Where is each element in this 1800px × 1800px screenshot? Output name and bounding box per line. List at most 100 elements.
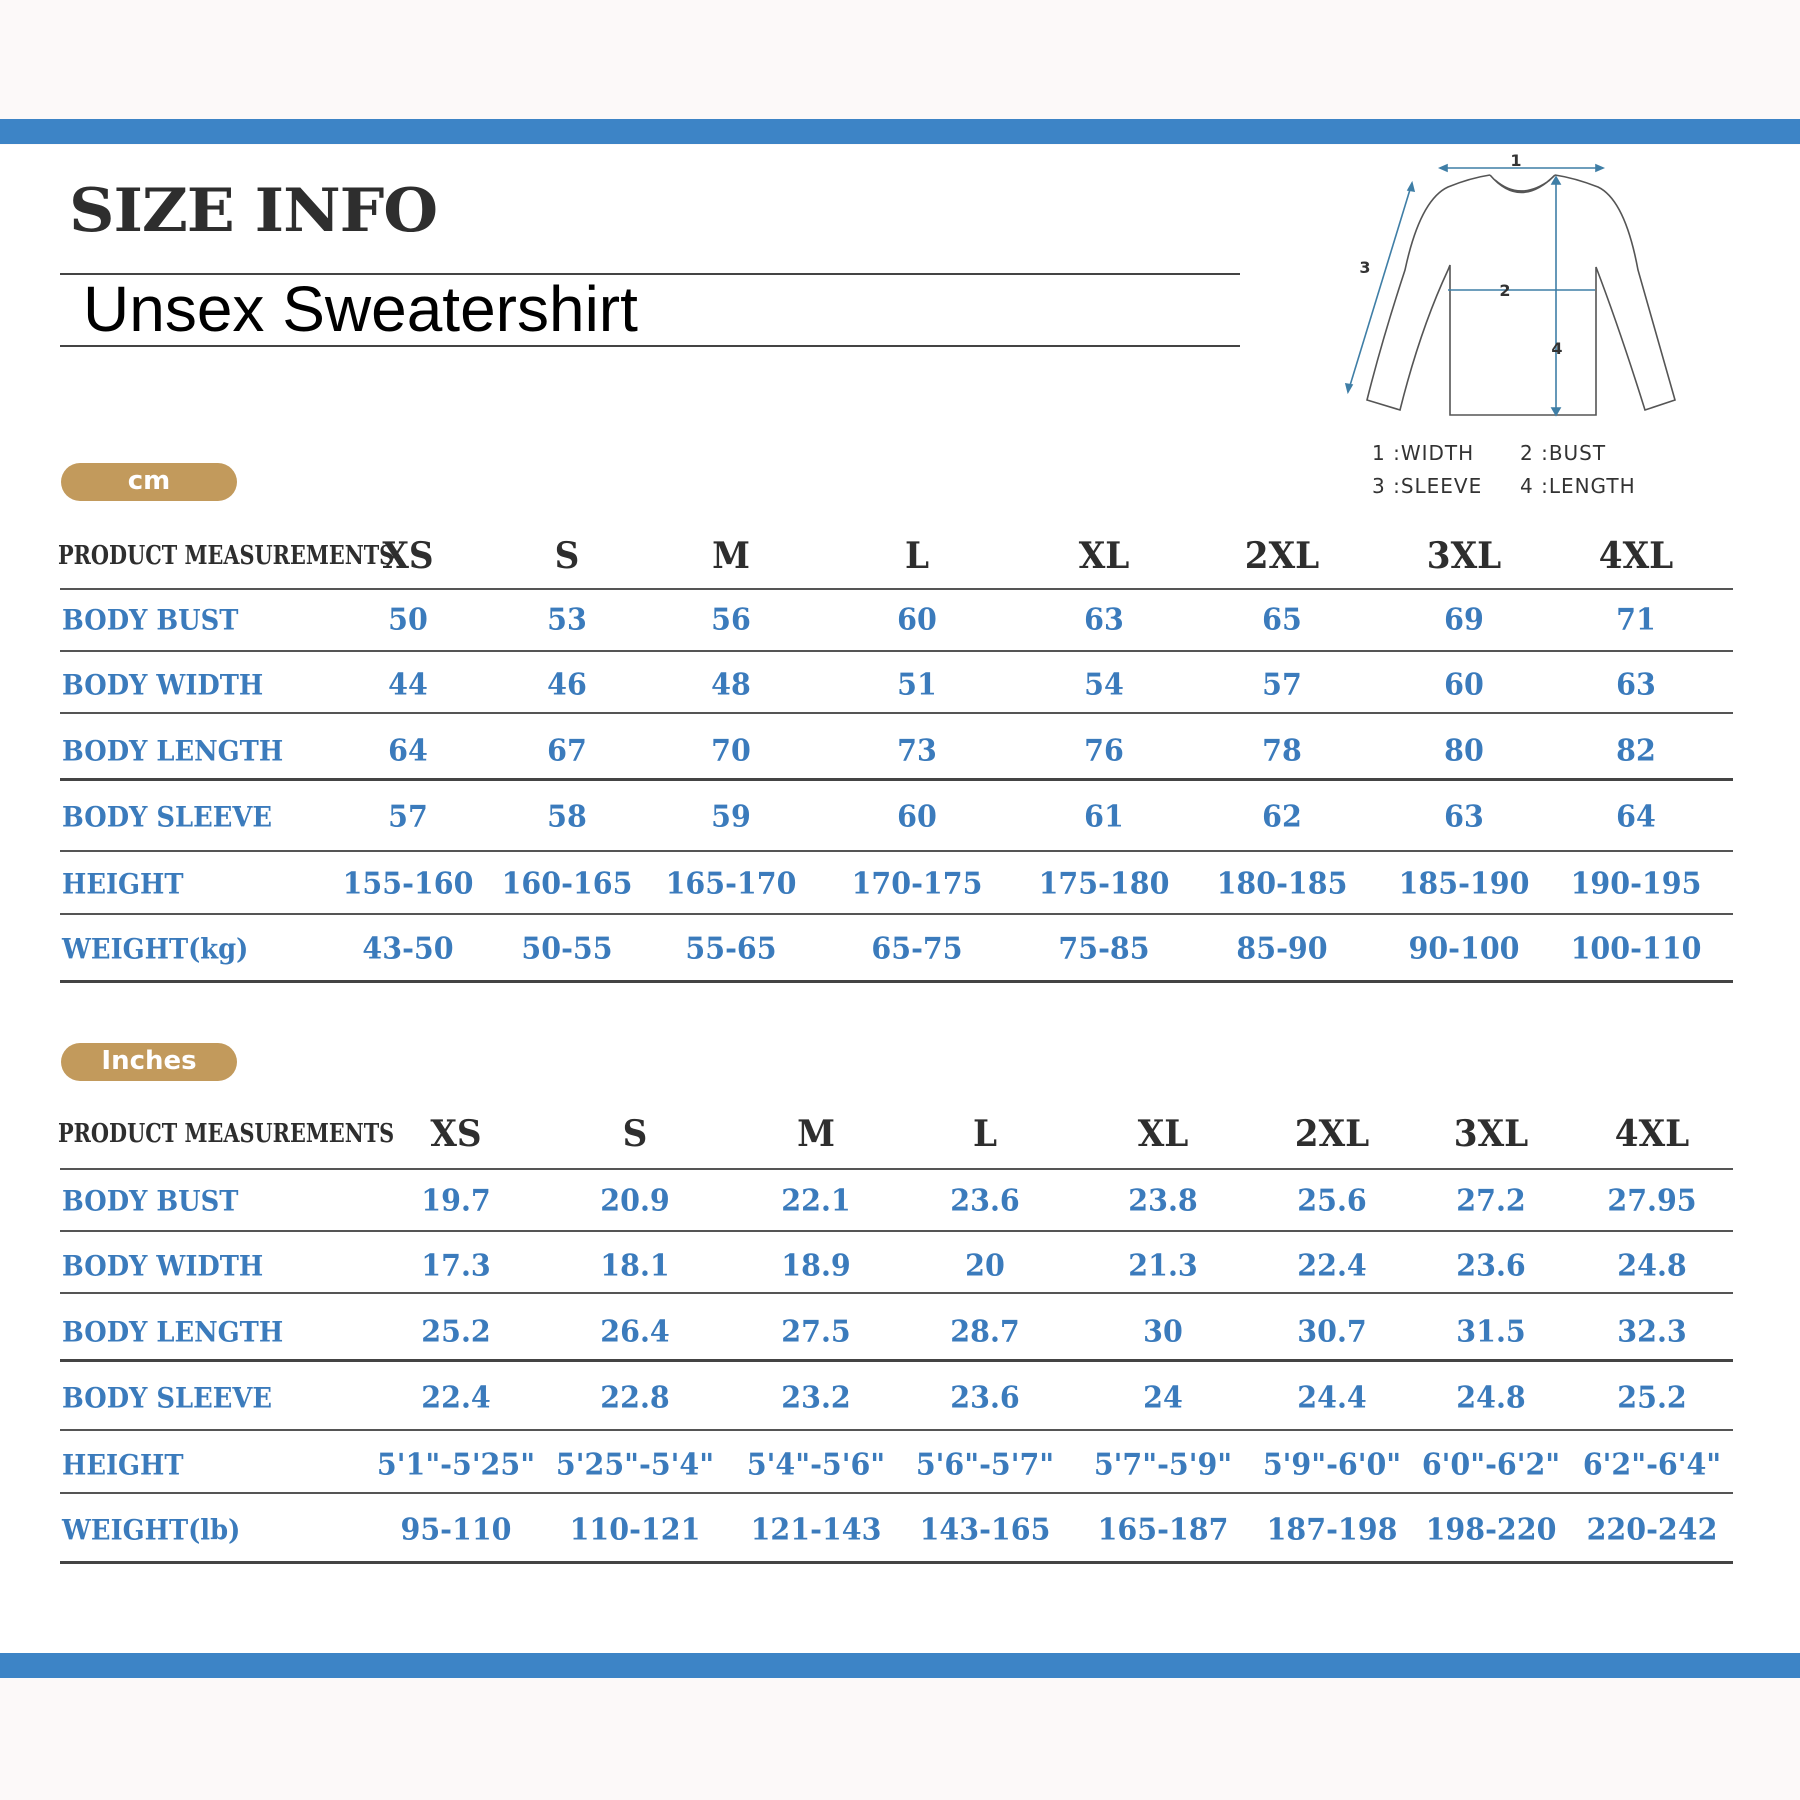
table-cell: 63 — [1443, 800, 1485, 835]
row-label-text: BODY BUST — [62, 1184, 239, 1218]
cell-value: 24.4 — [1297, 1380, 1367, 1416]
cell-value: 48 — [711, 667, 751, 703]
cell-value: 54 — [1084, 667, 1124, 703]
size-label: XS — [382, 535, 434, 577]
row-divider — [60, 712, 1733, 714]
table-cell: 63 — [1615, 668, 1657, 703]
table-cell: 24 — [1142, 1381, 1184, 1416]
cell-value: 90-100 — [1408, 931, 1520, 967]
row-divider — [60, 778, 1733, 781]
cell-value: 187-198 — [1266, 1512, 1398, 1548]
table-cell: 23.6 — [948, 1184, 1021, 1219]
cell-value: 100-110 — [1570, 931, 1702, 967]
cell-value: 56 — [711, 602, 751, 638]
cell-value: 32.3 — [1617, 1314, 1687, 1350]
marker-3: 3 — [1359, 258, 1370, 277]
header-label-text: PRODUCT MEASUREMENTS — [58, 541, 395, 571]
cell-value: 64 — [388, 733, 428, 769]
table-cell: 51 — [896, 668, 938, 703]
cell-value: 110-121 — [569, 1512, 701, 1548]
table-cell: 75-85 — [1056, 932, 1152, 967]
cell-value: 18.9 — [781, 1248, 851, 1284]
table-cell: 187-198 — [1263, 1513, 1401, 1548]
row-divider — [60, 1492, 1733, 1494]
table-cell: 24.8 — [1454, 1381, 1527, 1416]
size-label: L — [904, 535, 930, 577]
cell-value: 5'6"-5'7" — [915, 1447, 1055, 1483]
cell-value: 27.95 — [1607, 1183, 1697, 1219]
row-label-text: BODY WIDTH — [62, 1249, 264, 1283]
product-subtitle: Unsex Sweatershirt — [83, 273, 638, 345]
size-label: 4XL — [1614, 1113, 1690, 1155]
cell-value: 143-165 — [919, 1512, 1051, 1548]
cell-value: 51 — [897, 667, 937, 703]
row-divider — [60, 650, 1733, 652]
table-cell: 60 — [896, 603, 938, 638]
cell-value: 57 — [388, 799, 428, 835]
legend-length: 4 :LENGTH — [1520, 474, 1636, 498]
table-cell: 95-110 — [398, 1513, 515, 1548]
size-column-header: 3XL — [1452, 1113, 1530, 1155]
row-divider — [60, 913, 1733, 915]
table-cell: 155-160 — [339, 867, 477, 902]
table-cell: 190-195 — [1567, 867, 1705, 902]
size-column-header: 2XL — [1243, 535, 1321, 577]
cell-value: 6'0"-6'2" — [1421, 1447, 1561, 1483]
cell-value: 190-195 — [1570, 866, 1702, 902]
cell-value: 30.7 — [1297, 1314, 1367, 1350]
row-label: WEIGHT(lb) — [62, 1514, 256, 1547]
cell-value: 78 — [1262, 733, 1302, 769]
legend-width: 1 :WIDTH — [1372, 441, 1474, 465]
table-cell: 80 — [1443, 734, 1485, 769]
size-column-header: S — [554, 535, 580, 577]
table-cell: 50 — [387, 603, 429, 638]
cell-value: 23.2 — [781, 1380, 851, 1416]
table-cell: 70 — [710, 734, 752, 769]
row-label-text: WEIGHT(lb) — [62, 1513, 241, 1547]
size-column-header: S — [622, 1113, 648, 1155]
table-cell: 61 — [1083, 800, 1125, 835]
table-cell: 28.7 — [948, 1315, 1021, 1350]
cell-value: 71 — [1616, 602, 1656, 638]
cell-value: 65-75 — [871, 931, 963, 967]
size-column-header: XS — [429, 1113, 483, 1155]
cell-value: 58 — [547, 799, 587, 835]
cell-value: 22.4 — [421, 1380, 491, 1416]
cell-value: 70 — [711, 733, 751, 769]
size-label: S — [554, 535, 580, 577]
cell-value: 175-180 — [1038, 866, 1170, 902]
table-cell: 5'9"-6'0" — [1259, 1448, 1405, 1483]
size-label: 3XL — [1426, 535, 1502, 577]
cell-value: 43-50 — [362, 931, 454, 967]
cell-value: 73 — [897, 733, 937, 769]
size-label: M — [712, 535, 750, 577]
row-label: BODY LENGTH — [62, 1316, 302, 1349]
table-cell: 43-50 — [360, 932, 456, 967]
cell-value: 50-55 — [521, 931, 613, 967]
size-label: XS — [430, 1113, 482, 1155]
table-cell: 23.6 — [948, 1381, 1021, 1416]
table-cell: 22.8 — [598, 1381, 671, 1416]
cell-value: 18.1 — [600, 1248, 670, 1284]
table-cell: 24.8 — [1615, 1249, 1688, 1284]
cell-value: 24.8 — [1456, 1380, 1526, 1416]
row-label-text: BODY BUST — [62, 603, 239, 637]
table-cell: 110-121 — [566, 1513, 704, 1548]
table-cell: 57 — [387, 800, 429, 835]
cell-value: 85-90 — [1236, 931, 1328, 967]
cell-value: 21.3 — [1128, 1248, 1198, 1284]
row-label-text: BODY SLEEVE — [62, 1381, 273, 1415]
table-cell: 69 — [1443, 603, 1485, 638]
cell-value: 30 — [1143, 1314, 1183, 1350]
size-label: 4XL — [1598, 535, 1674, 577]
row-divider — [60, 1230, 1733, 1232]
table-cell: 185-190 — [1395, 867, 1533, 902]
table-cell: 60 — [1443, 668, 1485, 703]
cell-value: 20 — [965, 1248, 1005, 1284]
table-cell: 50-55 — [519, 932, 615, 967]
row-label-text: WEIGHT(kg) — [62, 932, 249, 966]
cell-value: 65 — [1262, 602, 1302, 638]
table-cell: 32.3 — [1615, 1315, 1688, 1350]
cell-value: 60 — [1444, 667, 1484, 703]
cell-value: 160-165 — [501, 866, 633, 902]
